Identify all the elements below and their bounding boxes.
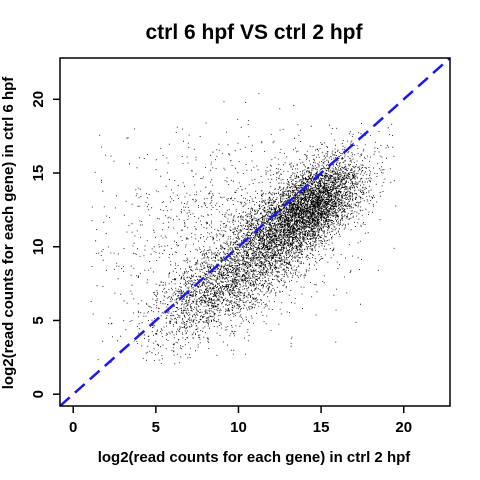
y-tick-label: 10 — [30, 238, 47, 255]
chart-title: ctrl 6 hpf VS ctrl 2 hpf — [145, 21, 363, 44]
y-tick-label: 20 — [30, 91, 47, 108]
x-tick-label: 5 — [152, 419, 160, 436]
y-axis: 0 5 10 15 20 — [30, 91, 60, 398]
scatter-point-cloud — [90, 93, 397, 365]
x-axis-label: log2(read counts for each gene) in ctrl … — [98, 449, 412, 466]
y-tick-label: 15 — [30, 165, 47, 182]
x-tick-label: 20 — [395, 419, 412, 436]
y-axis-label: log2(read counts for each gene) in ctrl … — [0, 76, 17, 390]
identity-reference-line — [59, 57, 451, 407]
x-tick-label: 15 — [313, 419, 330, 436]
y-tick-label: 0 — [30, 390, 47, 398]
x-tick-label: 0 — [69, 419, 77, 436]
y-tick-label: 5 — [30, 316, 47, 324]
x-tick-label: 10 — [230, 419, 247, 436]
scatter-points — [90, 93, 397, 365]
plot-frame — [59, 57, 451, 407]
x-axis: 0 5 10 15 20 — [69, 406, 412, 436]
